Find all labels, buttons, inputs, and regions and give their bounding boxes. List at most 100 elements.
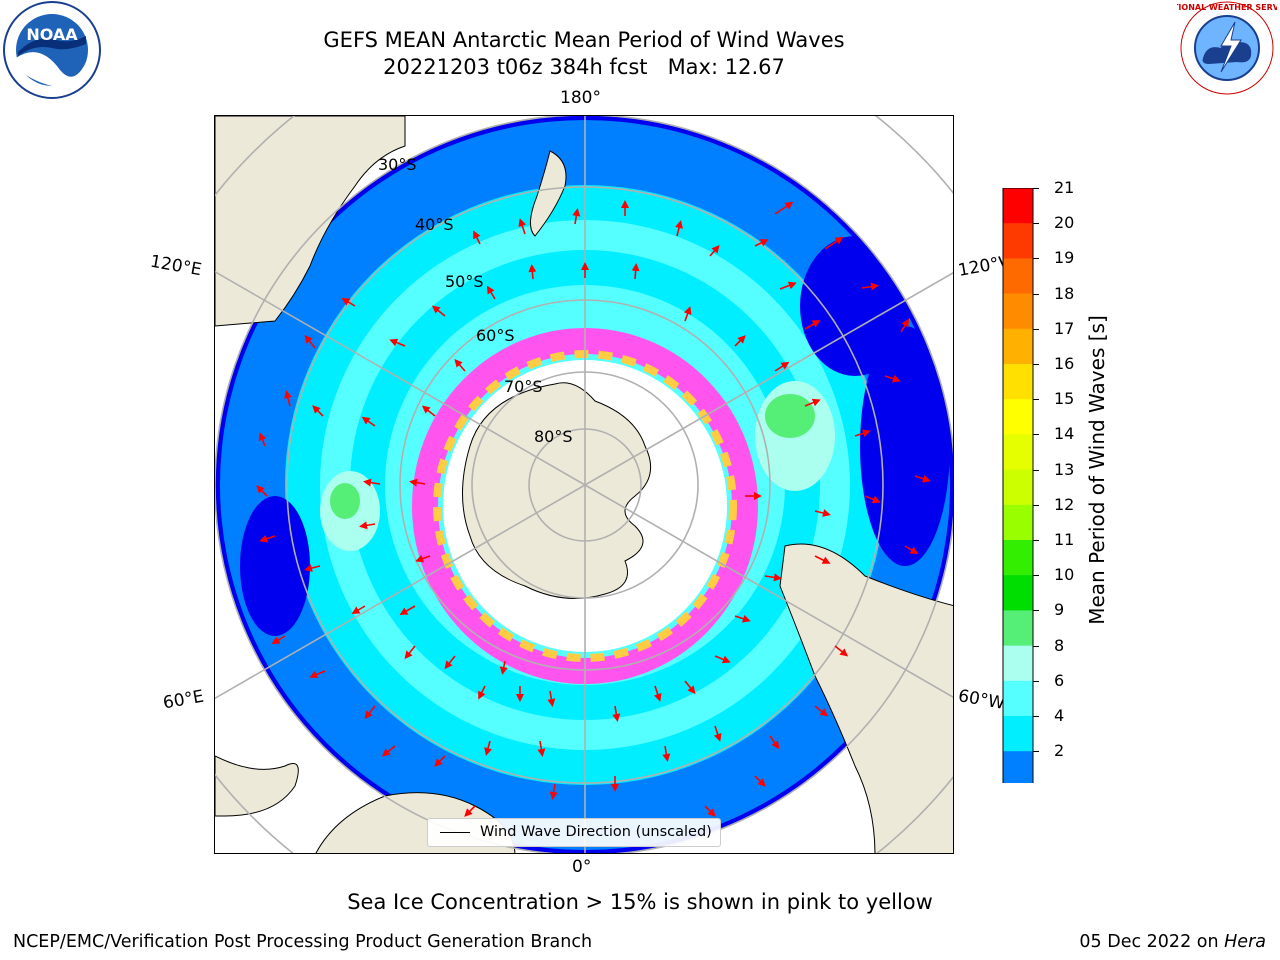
chart-title-line1: GEFS MEAN Antarctic Mean Period of Wind … [323,28,845,52]
legend-line-swatch [440,832,470,833]
wave-arrow [464,805,476,817]
wave-arrow [900,318,910,333]
wave-arrow [404,645,416,660]
antarctica-land [462,382,652,599]
legend-label: Wind Wave Direction (unscaled) [480,824,712,840]
colorbar-band [1003,645,1033,682]
colorbar-tick [1033,434,1039,436]
wave-arrow [258,432,267,447]
colorbar-tick [1033,716,1039,717]
wave-arrow [824,236,844,250]
wave-arrow [364,705,376,720]
wave-arrow [361,416,376,427]
wave-arrow [804,398,821,407]
colorbar-tick [1033,680,1039,682]
graticule [215,116,953,853]
wave-arrow [444,655,456,670]
madagascar-land [215,755,299,817]
nws-logo-text: NATIONAL WEATHER SERVICE [1177,3,1277,12]
south-america-land [779,543,953,853]
colorbar-tick-label: 19 [1054,248,1075,268]
wave-arrow [415,554,431,563]
wave-arrow [304,334,316,349]
wave-arrow [734,614,751,623]
colorbar-tick-label: 11 [1054,530,1075,549]
colorbar-tick [1033,645,1039,647]
wave-arrow [714,655,731,664]
wave-arrow [709,244,720,257]
wave-arrow [814,509,831,517]
nws-logo: NATIONAL WEATHER SERVICE [1161,0,1280,100]
wave-arrow [381,745,396,757]
colorbar-band [1003,399,1033,435]
chart-title-line2: 20221203 t06z 384h fcst Max: 12.67 [383,55,785,79]
map-legend: Wind Wave Direction (unscaled) [427,818,721,847]
colorbar-tick [1033,399,1039,401]
colorbar [1002,187,1034,816]
colorbar-tick-label: 18 [1054,283,1075,303]
colorbar-tick [1033,575,1039,577]
colorbar-band [1003,223,1033,259]
colorbar-tick [1033,223,1039,225]
colorbar-tick-label: 13 [1054,459,1075,479]
colorbar-tick-label: 17 [1054,318,1075,338]
wave-arrow [754,239,769,247]
colorbar-tick [1033,610,1039,612]
wave-arrow [359,521,376,530]
footer-date-text: 05 Dec 2022 on [1079,932,1219,952]
wave-arrow [351,605,366,615]
wave-arrow [861,282,879,291]
wave-arrow [774,361,790,372]
wave-arrow [341,297,356,307]
colorbar-tick-label: 20 [1054,213,1075,233]
wave-arrow [484,740,492,756]
wave-arrow [518,218,527,235]
colorbar-band [1003,575,1033,611]
colorbar-tick-label: 15 [1054,389,1075,409]
wave-arrow [271,635,286,645]
wave-arrow [864,495,881,504]
colorbar-tick-label: 21 [1054,178,1075,197]
wave-arrow [904,545,919,555]
wave-arrow [884,374,901,383]
colorbar-band [1003,293,1033,330]
colorbar-tick [1033,751,1039,753]
wave-arrow [684,680,696,695]
polar-map: 30°S 40°S 50°S 60°S 70°S 80°S [215,116,953,853]
colorbar-tick-label: 4 [1054,706,1065,725]
colorbar-tick-label: 16 [1054,354,1075,373]
wave-arrow [256,485,268,497]
colorbar-tick-label: 10 [1054,565,1075,585]
colorbar-band [1003,504,1033,541]
colorbar-band [1003,328,1033,365]
wave-arrow [421,405,436,417]
wave-arrow [754,775,766,787]
footer-host: Hera [1224,932,1266,952]
wave-arrow [473,230,481,245]
wave-arrow [631,263,640,280]
lon-label-60w: 60°W [956,686,1007,714]
colorbar-tick-label: 6 [1054,670,1065,690]
colorbar-band [1003,751,1033,787]
lat-label-30s: 30°S [378,155,417,174]
wave-arrow [312,405,324,417]
noaa-logo: NOAA [0,0,104,104]
colorbar-tick [1033,328,1039,330]
footer-credit: NCEP/EMC/Verification Post Processing Pr… [13,932,593,952]
wave-arrow [434,755,446,767]
colorbar-title: Mean Period of Wind Waves [s] [1085,315,1109,625]
lon-label-0: 0° [572,857,592,877]
new-zealand-land [530,150,567,237]
wave-arrow [389,338,406,347]
colorbar-tick [1033,469,1039,471]
wave-arrow [486,285,496,300]
wave-arrow [713,725,722,742]
colorbar-band [1003,540,1033,576]
wave-arrow [572,208,581,225]
wave-arrow [834,645,849,657]
colorbar-tick [1033,540,1039,541]
colorbar-tick-label: 12 [1054,494,1075,514]
wave-arrow [431,305,446,317]
wave-arrow [284,390,292,407]
wave-arrow [478,685,486,700]
